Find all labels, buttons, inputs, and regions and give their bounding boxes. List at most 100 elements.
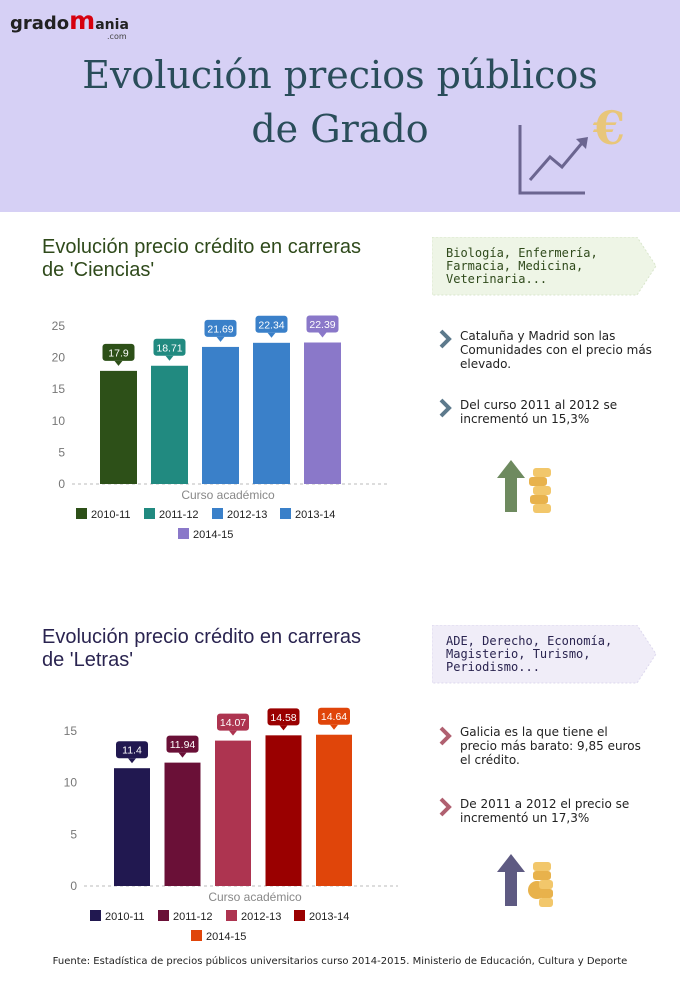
chevron-right-icon [439,726,452,746]
tag-line: Biología, Enfermería, [446,246,598,260]
tag-line: ADE, Derecho, Economía, [446,634,613,648]
data-label: 14.07 [220,717,246,729]
source-note: Fuente: Estadística de precios públicos … [52,956,628,967]
legend-swatch [158,910,169,921]
chevron-right-icon [439,329,452,349]
y-tick-label: 15 [64,724,78,738]
data-label-pointer [229,730,237,736]
legend-label: 2012-13 [241,911,281,923]
tag-line: Magisterio, Turismo, [446,647,591,661]
euro-icon: € [592,101,625,155]
up-arrow-icon [497,460,525,512]
data-label-bg [318,707,350,725]
legend-label: 2010-11 [91,509,131,521]
data-label-pointer [165,355,174,361]
fact-line: Del curso 2011 al 2012 se [460,398,618,412]
y-tick-label: 10 [52,414,66,428]
legend-swatch [212,508,223,519]
fact-bullet: Galicia es la que tiene el precio más ba… [460,725,641,767]
tag-line: Periodismo... [446,660,540,674]
fact-line: De 2011 a 2012 el precio se [460,797,630,811]
data-label-pointer [330,724,338,730]
data-label-bg [166,735,199,753]
tag-line: Veterinaria... [446,272,548,286]
y-tick-label: 15 [52,382,66,396]
section-title-line-1: Evolución precio crédito en carreras [42,626,362,648]
legend-label: 2014-15 [206,931,246,943]
section-title: Evolución precio crédito en carreras de … [42,626,361,672]
y-tick-label: 10 [64,776,78,790]
y-tick-label: 0 [70,879,77,893]
bar [114,768,150,886]
data-label: 21.69 [207,323,233,335]
logo-text-m: m [69,6,96,35]
data-label-bg [306,315,339,333]
header-banner: gradomania .com Evolución precios públic… [0,0,680,212]
legend-label: 2013-14 [309,911,349,923]
page-title-line-2: de Grado [251,107,429,151]
fact-line: el crédito. [460,753,520,767]
chart-letras: 0 5 10 15 11.4 11.94 14.07 14.58 14.64 Curso acad… [64,707,398,943]
data-label: 14.64 [321,711,347,723]
y-tick-label: 25 [52,319,66,333]
legend-label: 2011-12 [173,911,213,923]
data-label-pointer [128,758,136,764]
line-chart-icon [518,125,588,195]
data-label: 14.58 [270,712,296,724]
data-label-pointer [318,332,327,338]
section-title-line-2: de 'Ciencias' [42,259,155,281]
tag-text: ADE, Derecho, Economía, Magisterio, Turi… [446,635,612,674]
fact-line: incrementó un 15,3% [460,412,590,426]
data-label-bg [153,338,186,356]
logo[interactable]: gradomania .com [10,6,129,41]
x-axis-label: Curso académico [181,488,275,502]
bar [100,370,137,484]
data-label-bg [217,713,249,731]
svg-text:€: € [592,101,625,155]
y-tick-label: 0 [58,477,65,491]
fact-line: precio más barato: 9,85 euros [460,739,641,753]
data-label-bg [255,315,288,333]
tag-banner [432,625,657,684]
data-label-bg [116,741,148,759]
coins-icon [529,468,551,513]
bar [316,734,352,886]
fact-bullet: De 2011 a 2012 el precio se incrementó u… [460,797,629,825]
x-axis-label: Curso académico [208,890,302,904]
data-label: 11.94 [170,739,196,751]
fact-line: Comunidades con el precio más [460,343,652,357]
fact-line: incrementó un 17,3% [460,811,590,825]
y-tick-label: 5 [58,445,65,459]
legend-swatch [76,508,87,519]
legend-label: 2014-15 [193,529,233,541]
bar [202,346,239,484]
tag-text: Biología, Enfermería, Farmacia, Medicina… [446,247,598,286]
bar [304,342,341,484]
legend-swatch [226,910,237,921]
decoration-icons [497,854,553,907]
data-label-pointer [178,752,187,758]
data-label-pointer [216,336,225,342]
bar [164,762,201,886]
fact-line: Galicia es la que tiene el [460,725,608,739]
legend-swatch [144,508,155,519]
up-arrow-icon [497,854,525,906]
y-tick-label: 5 [70,827,77,841]
y-tick-label: 20 [52,351,66,365]
data-label-pointer [114,360,123,366]
coins-icon [528,862,553,907]
section-title-line-2: de 'Letras' [42,649,134,671]
section-title: Evolución precio crédito en carreras de … [42,236,361,282]
legend-swatch [90,910,101,921]
logo-text-grado: grado [10,13,70,34]
fact-line: Cataluña y Madrid son las [460,329,616,343]
fact-bullet: Cataluña y Madrid son las Comunidades co… [460,329,652,371]
data-label-bg [102,343,135,361]
tag-banner [432,237,657,296]
data-label: 11.4 [122,745,142,757]
legend-swatch [191,930,202,941]
fact-line: elevado. [460,357,512,371]
legend-swatch [280,508,291,519]
data-label: 22.34 [258,319,284,331]
page-title: Evolución precios públicos de Grado [40,48,640,156]
